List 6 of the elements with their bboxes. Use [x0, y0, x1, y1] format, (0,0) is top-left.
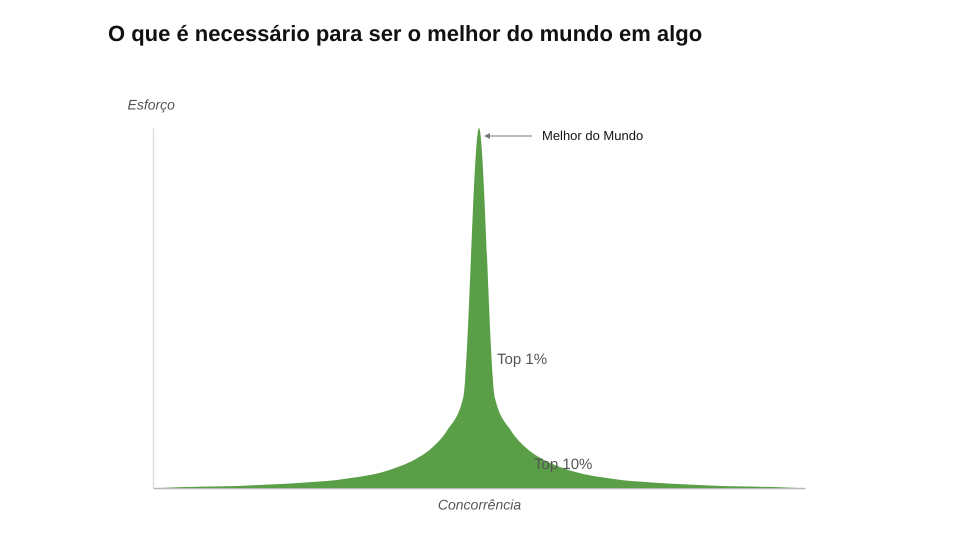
chart-title: O que é necessário para ser o melhor do mundo em algo — [108, 21, 702, 46]
annotation: Melhor do Mundo — [542, 128, 644, 143]
annotation: Top 1% — [497, 351, 548, 368]
y-axis-title: Esforço — [128, 96, 176, 112]
x-axis-title: Concorrência — [438, 496, 522, 512]
annotation: Top 10% — [534, 456, 592, 473]
